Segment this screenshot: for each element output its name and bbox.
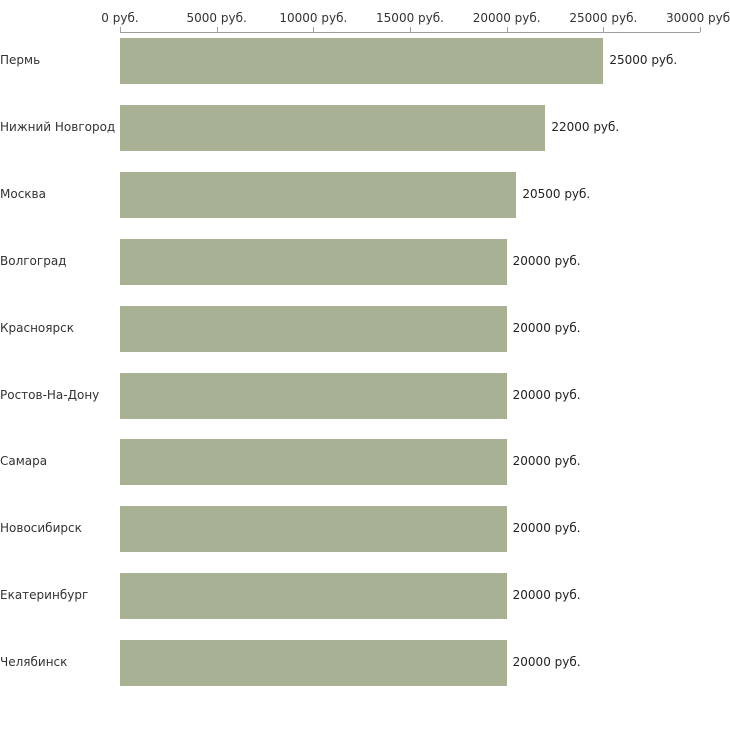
bar: [120, 38, 604, 84]
x-tick-label: 20000 руб.: [472, 11, 541, 25]
x-tick-label: 15000 руб.: [376, 11, 444, 25]
x-tick-mark: [603, 27, 605, 32]
bar: [120, 439, 507, 486]
value-label: 25000 руб.: [609, 53, 678, 67]
x-tick-label: 5000 руб.: [186, 11, 247, 25]
x-tick-label: 30000 руб.: [666, 11, 730, 25]
x-axis-line: [120, 32, 700, 33]
x-tick-label: 0 руб.: [101, 11, 139, 25]
value-label: 20000 руб.: [512, 655, 581, 670]
x-tick-label: 10000 руб.: [279, 11, 348, 25]
x-tick-label: 25000 руб.: [569, 11, 638, 25]
x-tick-mark: [120, 27, 121, 32]
value-label: 20000 руб.: [512, 454, 581, 469]
bar: [120, 640, 507, 687]
bar: [120, 238, 507, 285]
x-tick-mark: [506, 27, 508, 32]
value-label: 20000 руб.: [512, 521, 581, 536]
bar: [120, 573, 507, 620]
bar: [120, 506, 507, 553]
value-label: 20000 руб.: [512, 320, 581, 335]
x-tick-mark: [410, 27, 411, 32]
x-tick-mark: [313, 27, 315, 32]
value-label: 22000 руб.: [551, 119, 620, 134]
value-label: 20000 руб.: [512, 588, 581, 603]
bar: [120, 305, 507, 352]
value-label: 20000 руб.: [512, 387, 581, 402]
x-tick-mark: [216, 27, 218, 32]
value-label: 20500 руб.: [522, 186, 591, 201]
bar: [120, 104, 546, 151]
bar: [120, 372, 507, 419]
x-tick-mark: [700, 27, 701, 32]
value-label: 20000 руб.: [512, 253, 581, 268]
bar: [120, 171, 517, 218]
